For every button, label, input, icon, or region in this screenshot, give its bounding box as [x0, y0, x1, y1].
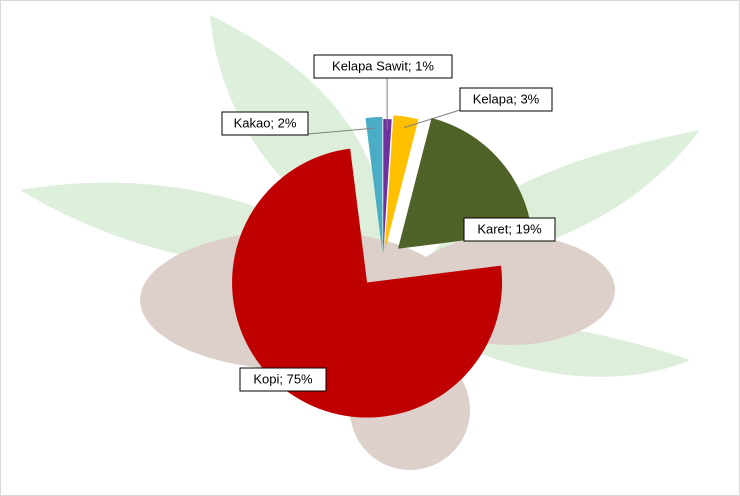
data-label: Kelapa Sawit; 1% [332, 58, 434, 73]
data-label: Karet; 19% [477, 221, 542, 236]
data-label: Kelapa; 3% [473, 91, 540, 106]
data-label: Kakao; 2% [234, 115, 297, 130]
chart: Kelapa Sawit; 1% Kelapa; 3% Karet; 19% Kopi… [0, 0, 740, 496]
data-label: Kopi; 75% [253, 371, 313, 386]
